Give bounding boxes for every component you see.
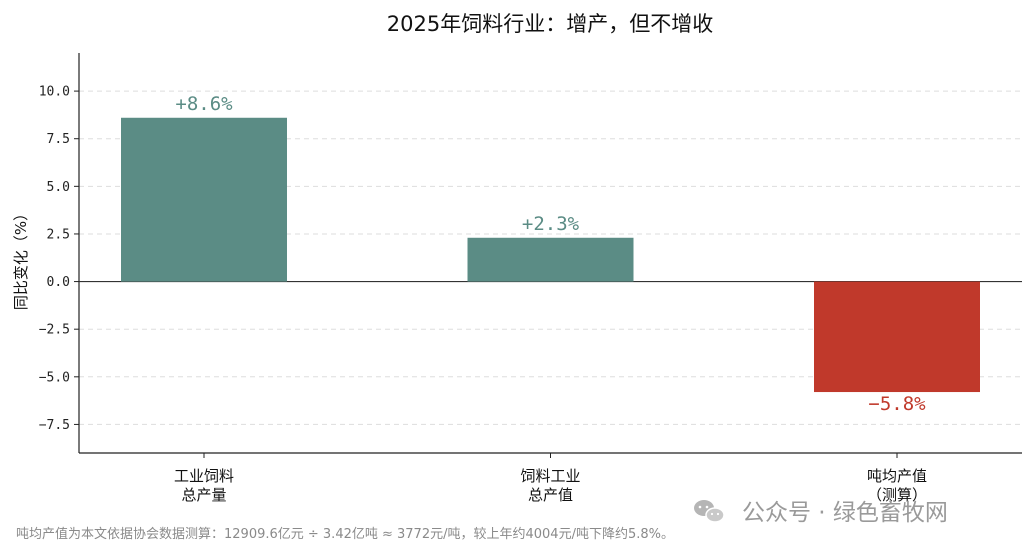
y-axis-label: 同比变化（%） — [12, 206, 30, 310]
footnote: 吨均产值为本文依据协会数据测算：12909.6亿元 ÷ 3.42亿吨 ≈ 377… — [16, 526, 674, 542]
bar — [467, 237, 634, 282]
x-tick-label: 总产量 — [181, 486, 226, 504]
y-tick-label: −2.5 — [39, 323, 70, 338]
wechat-icon — [694, 500, 725, 523]
data-label: +8.6% — [175, 93, 233, 115]
watermark-text: 公众号 · 绿色畜牧网 — [742, 500, 948, 526]
x-tick-label: 总产值 — [528, 486, 573, 504]
data-label: +2.3% — [522, 213, 580, 235]
y-tick-label: −7.5 — [39, 418, 70, 433]
x-tick-label: 工业饲料 — [174, 467, 234, 485]
data-label: −5.8% — [868, 393, 926, 415]
bar — [121, 117, 287, 282]
bars — [121, 117, 980, 393]
y-tick-label: −5.0 — [39, 370, 70, 385]
y-tick-labels: −7.5 −5.0 −2.5 0.0 2.5 5.0 7.5 10.0 — [39, 85, 79, 433]
x-tick-label: 吨均产值 — [867, 467, 927, 485]
data-labels: +8.6% +2.3% −5.8% — [175, 93, 926, 415]
chart-title: 2025年饲料行业：增产，但不增收 — [387, 12, 713, 36]
y-tick-label: 0.0 — [47, 275, 70, 290]
x-tick-label: （测算） — [867, 486, 927, 504]
y-tick-label: 5.0 — [47, 180, 70, 195]
x-tick-label: 饲料工业 — [520, 467, 580, 485]
watermark: 公众号 · 绿色畜牧网 — [694, 500, 948, 526]
bar — [814, 281, 980, 393]
y-tick-label: 7.5 — [47, 132, 70, 147]
y-tick-label: 2.5 — [47, 227, 70, 242]
y-tick-label: 10.0 — [39, 85, 70, 100]
